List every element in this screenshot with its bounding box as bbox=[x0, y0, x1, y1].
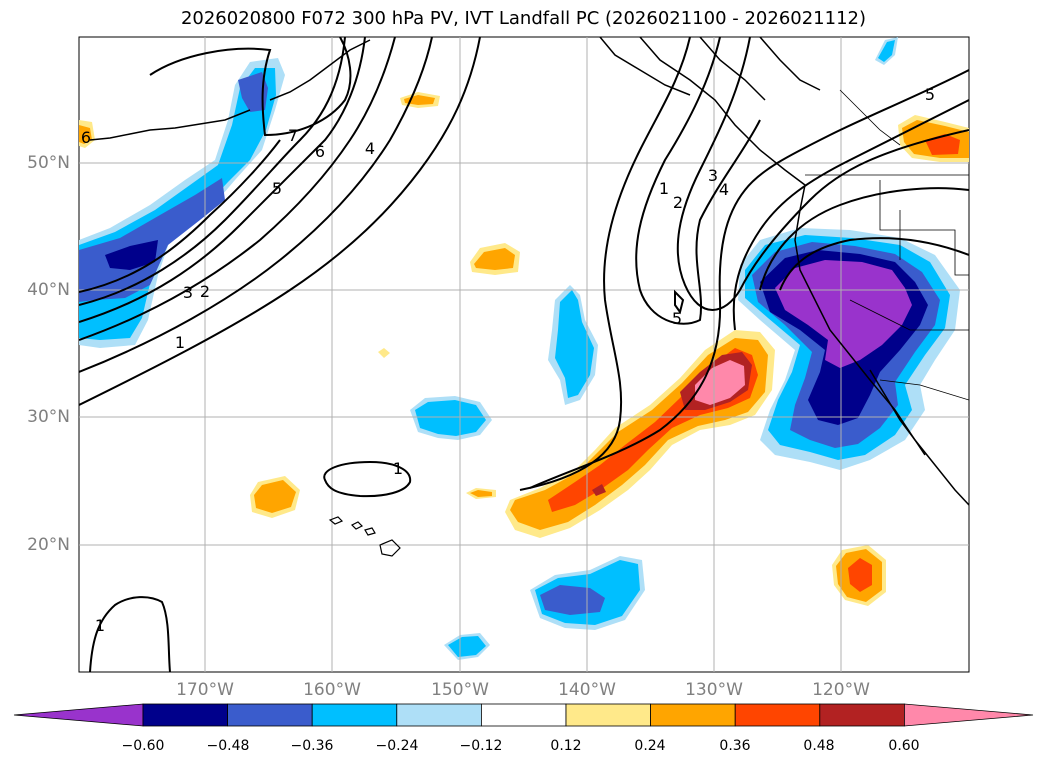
contour-label: 3 bbox=[183, 283, 193, 302]
contour-label: 1 bbox=[393, 459, 403, 478]
colorbar-segment bbox=[311, 703, 398, 727]
lon-tick-label: 120°W bbox=[812, 680, 870, 700]
contour-label: 3 bbox=[708, 166, 718, 185]
colorbar-segment bbox=[227, 703, 313, 727]
colorbar-segment bbox=[565, 703, 651, 727]
map-title: 2026020800 F072 300 hPa PV, IVT Landfall… bbox=[180, 8, 867, 29]
colorbar-tick-label: 0.36 bbox=[719, 738, 751, 754]
colorbar-tick-label: 0.12 bbox=[550, 738, 582, 754]
lon-tick-label: 150°W bbox=[431, 680, 489, 700]
colorbar bbox=[13, 703, 1034, 727]
colorbar-segment bbox=[142, 703, 228, 727]
contour-label: 4 bbox=[719, 180, 729, 199]
contour-label: 4 bbox=[365, 139, 375, 158]
borders bbox=[805, 89, 969, 401]
colorbar-segment bbox=[396, 703, 482, 727]
colorbar-tick-label: 0.24 bbox=[634, 738, 666, 754]
contour-label: 2 bbox=[673, 193, 683, 212]
colorbar-tick-label: −0.24 bbox=[375, 738, 419, 754]
colorbar-extend-high bbox=[904, 703, 1034, 727]
pv-contours bbox=[79, 37, 969, 672]
contour-label: 6 bbox=[315, 142, 325, 161]
colorbar-extend-low bbox=[13, 703, 144, 727]
lon-tick-label: 160°W bbox=[303, 680, 361, 700]
colorbar-segment bbox=[650, 703, 736, 727]
colorbar-segment bbox=[480, 703, 567, 727]
shading-layer bbox=[79, 37, 969, 660]
colorbar-tick-label: 0.60 bbox=[888, 738, 920, 754]
colorbar-tick-label: 0.48 bbox=[803, 738, 835, 754]
contour-label: 1 bbox=[659, 179, 669, 198]
contour-label: 5 bbox=[925, 85, 935, 104]
lon-tick-label: 130°W bbox=[685, 680, 743, 700]
contour-label: 5 bbox=[672, 309, 682, 328]
hawaiian-islands bbox=[328, 516, 401, 557]
colorbar-segment bbox=[734, 703, 821, 727]
colorbar-segment bbox=[819, 703, 905, 727]
lon-tick-label: 170°W bbox=[176, 680, 234, 700]
colorbar-tick-label: −0.60 bbox=[121, 738, 165, 754]
colorbar-tick-label: −0.36 bbox=[290, 738, 334, 754]
lon-tick-label: 140°W bbox=[558, 680, 616, 700]
contour-label: 1 bbox=[95, 616, 105, 635]
contour-label: 5 bbox=[272, 179, 282, 198]
lat-tick-label: 50°N bbox=[27, 153, 70, 173]
contour-label: 7 bbox=[288, 126, 298, 145]
coastlines bbox=[89, 37, 969, 506]
lat-tick-label: 20°N bbox=[27, 535, 70, 555]
colorbar-tick-label: −0.12 bbox=[459, 738, 503, 754]
contour-label: 6 bbox=[81, 128, 91, 147]
colorbar-tick-label: −0.48 bbox=[206, 738, 250, 754]
lat-tick-label: 40°N bbox=[27, 280, 70, 300]
lat-tick-label: 30°N bbox=[27, 407, 70, 427]
contour-label: 2 bbox=[200, 282, 210, 301]
contour-label: 1 bbox=[175, 333, 185, 352]
